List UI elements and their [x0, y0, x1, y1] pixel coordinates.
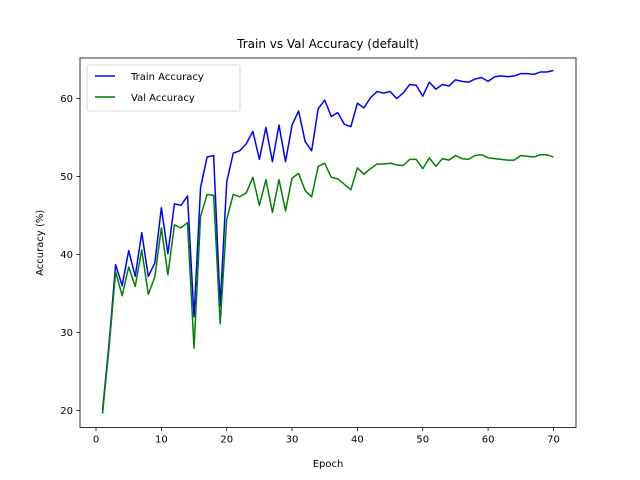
x-tick-label: 70 — [547, 435, 560, 446]
legend-label-val: Val Accuracy — [131, 93, 195, 104]
y-tick-label: 30 — [60, 328, 73, 339]
plot-frame — [79, 57, 577, 429]
y-tick-label: 40 — [60, 250, 73, 261]
y-tick-label: 20 — [60, 406, 73, 417]
legend-label-train: Train Accuracy — [130, 72, 204, 83]
val-accuracy-line — [101, 153, 554, 414]
x-tick-label: 60 — [482, 435, 495, 446]
x-tick-label: 40 — [351, 435, 364, 446]
x-tick-label: 20 — [220, 435, 233, 446]
y-tick-label: 60 — [60, 94, 73, 105]
legend-frame — [86, 64, 241, 112]
series-layer — [101, 69, 554, 414]
y-tick-label: 50 — [60, 172, 73, 183]
x-tick-label: 50 — [416, 435, 429, 446]
x-axis: 0 10 20 30 40 50 60 70 — [93, 427, 560, 446]
x-axis-label: Epoch — [313, 459, 344, 470]
y-axis: 20 30 40 50 60 — [60, 94, 80, 417]
x-tick-label: 10 — [155, 435, 168, 446]
x-tick-label: 0 — [93, 435, 99, 446]
train-accuracy-line — [101, 69, 554, 411]
y-axis-label: Accuracy (%) — [35, 210, 46, 276]
x-tick-label: 30 — [286, 435, 299, 446]
chart-title: Train vs Val Accuracy (default) — [236, 37, 419, 51]
legend: Train Accuracy Val Accuracy — [86, 64, 241, 112]
